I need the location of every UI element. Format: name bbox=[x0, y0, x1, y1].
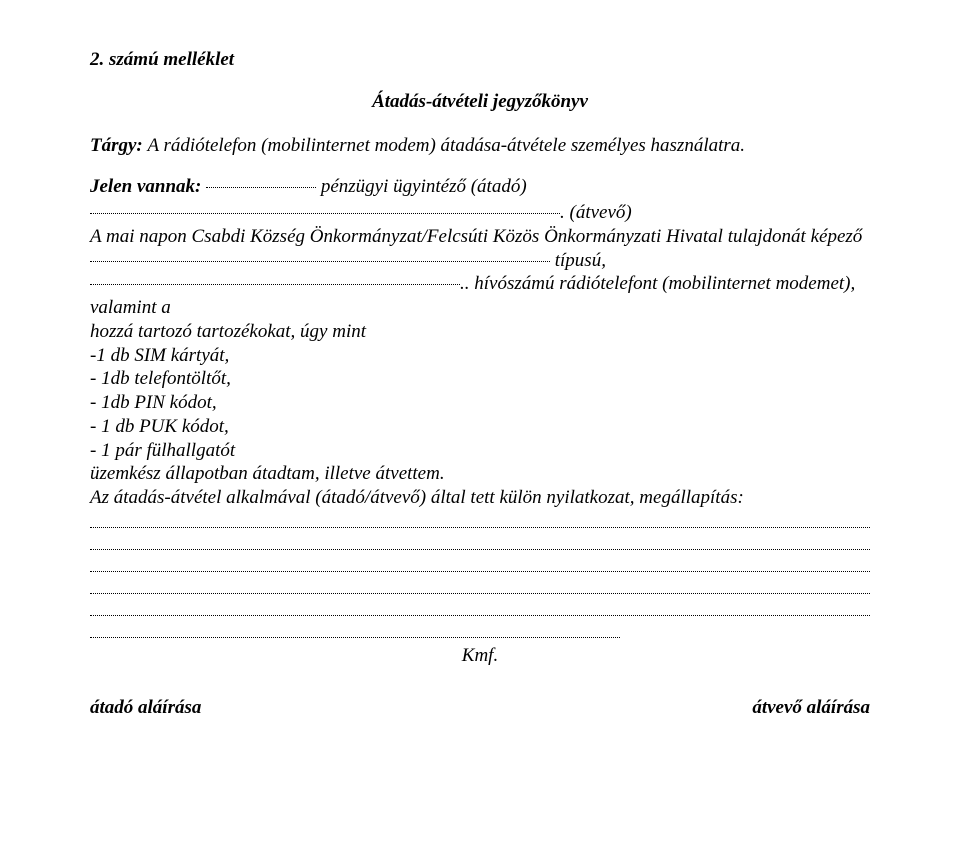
giver-role: pénzügyi ügyintéző (átadó) bbox=[321, 176, 527, 197]
type-field bbox=[90, 261, 550, 262]
kmf: Kmf. bbox=[90, 644, 870, 668]
present-name-field bbox=[206, 187, 316, 188]
receiver-name-field bbox=[90, 213, 560, 214]
present-line: Jelen vannak: pénzügyi ügyintéző (átadó) bbox=[90, 175, 870, 199]
callnum-suffix: .. hívószámú rádiótelefont (mobilinterne… bbox=[460, 273, 855, 294]
statement-field-6 bbox=[90, 620, 620, 642]
body-line-type: típusú, bbox=[90, 249, 870, 273]
accessories-intro: hozzá tartozó tartozékokat, úgy mint bbox=[90, 320, 870, 344]
body-block: . (átvevő) A mai napon Csabdi Község Önk… bbox=[90, 201, 870, 642]
statement-field-1 bbox=[90, 510, 870, 532]
statement-line: Az átadás-átvétel alkalmával (átadó/átve… bbox=[90, 486, 870, 510]
signature-giver: átadó aláírása bbox=[90, 696, 201, 720]
subject-text: A rádiótelefon (mobilinternet modem) áta… bbox=[148, 135, 746, 156]
body-line-1: A mai napon Csabdi Község Önkormányzat/F… bbox=[90, 225, 870, 249]
item-4: - 1 db PUK kódot, bbox=[90, 415, 870, 439]
statement-field-3 bbox=[90, 554, 870, 576]
body-line-callnum: .. hívószámú rádiótelefont (mobilinterne… bbox=[90, 272, 870, 296]
body-line-receiver: . (átvevő) bbox=[90, 201, 870, 225]
subject-label: Tárgy: bbox=[90, 135, 148, 156]
body-line-valamint: valamint a bbox=[90, 296, 870, 320]
ready-line: üzemkész állapotban átadtam, illetve átv… bbox=[90, 462, 870, 486]
subject-line: Tárgy: A rádiótelefon (mobilinternet mod… bbox=[90, 134, 870, 158]
signature-row: átadó aláírása átvevő aláírása bbox=[90, 696, 870, 720]
item-1: -1 db SIM kártyát, bbox=[90, 344, 870, 368]
type-suffix: típusú, bbox=[550, 250, 606, 271]
present-label: Jelen vannak: bbox=[90, 176, 206, 197]
attachment-number: 2. számú melléklet bbox=[90, 48, 870, 72]
callnum-field bbox=[90, 284, 460, 285]
statement-field-4 bbox=[90, 576, 870, 598]
statement-field-5 bbox=[90, 598, 870, 620]
item-3: - 1db PIN kódot, bbox=[90, 391, 870, 415]
receiver-role: . (átvevő) bbox=[560, 202, 632, 223]
signature-receiver: átvevő aláírása bbox=[752, 696, 870, 720]
item-5: - 1 pár fülhallgatót bbox=[90, 439, 870, 463]
document-title: Átadás-átvételi jegyzőkönyv bbox=[90, 90, 870, 114]
item-2: - 1db telefontöltőt, bbox=[90, 367, 870, 391]
statement-field-2 bbox=[90, 532, 870, 554]
